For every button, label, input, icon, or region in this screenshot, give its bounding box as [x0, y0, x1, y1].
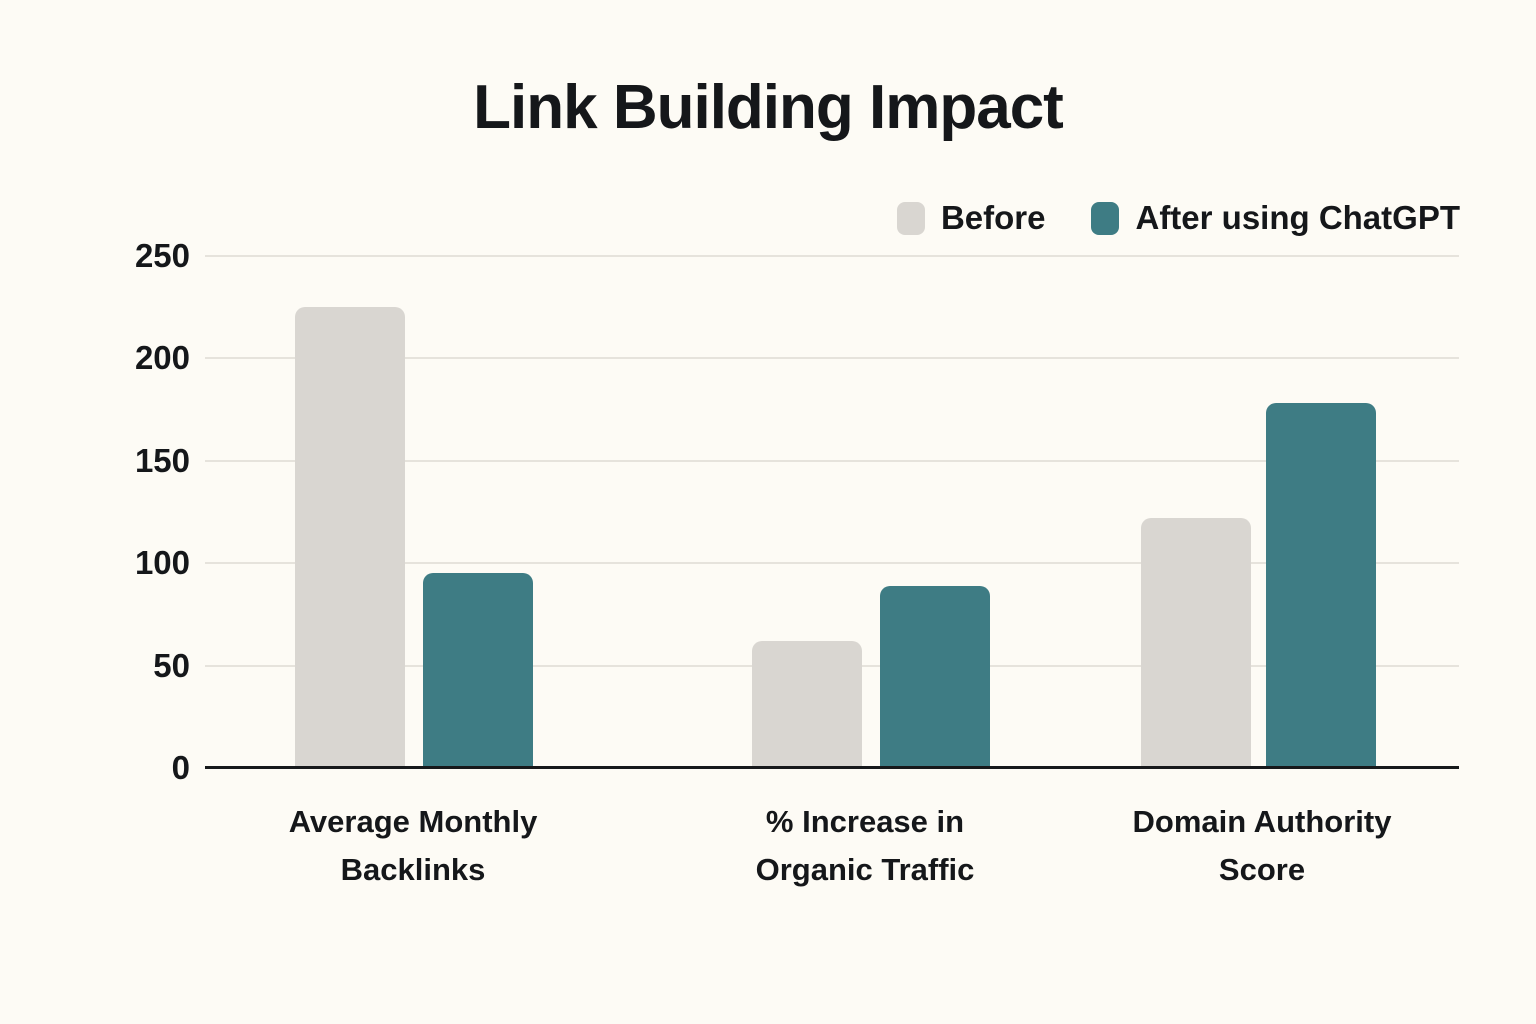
y-axis-tick-100: 100 — [134, 544, 190, 581]
legend-swatch-icon-before — [896, 201, 925, 235]
x-axis-label-average-monthly-backlinks: Average Monthly Backlinks — [288, 804, 538, 887]
gridline-100 — [205, 562, 1459, 564]
legend-label-before: Before — [940, 199, 1046, 236]
y-axis-tick-200: 200 — [134, 339, 190, 376]
bar-after-using-chatgpt-domain-authority-score — [1266, 403, 1376, 768]
x-axis-label-domain-authority-score: Domain Authority Score — [1132, 804, 1392, 887]
y-axis-tick-250: 250 — [134, 237, 190, 274]
gridline-150 — [205, 460, 1459, 462]
gridline-250 — [205, 255, 1459, 257]
legend-label-after-using-chatgpt: After using ChatGPT — [1135, 199, 1460, 236]
y-axis-tick-0: 0 — [171, 749, 190, 786]
legend-swatch-icon-after-using-chatgpt — [1091, 201, 1120, 235]
y-axis-tick-50: 50 — [153, 647, 190, 684]
bar-after-using-chatgpt-average-monthly-backlinks — [423, 573, 533, 768]
bar-before-domain-authority-score — [1141, 518, 1251, 768]
legend-item-after-using-chatgpt: After using ChatGPT — [1091, 198, 1460, 238]
legend: Before After using ChatGPT — [896, 198, 1460, 238]
y-axis-tick-150: 150 — [134, 442, 190, 479]
bar-before-average-monthly-backlinks — [295, 307, 405, 768]
x-axis-label-increase-in-organic-traffic: % Increase in Organic Traffic — [755, 804, 975, 887]
legend-item-before: Before — [896, 198, 1046, 238]
gridline-200 — [205, 357, 1459, 359]
chart-title: Link Building Impact — [473, 73, 1064, 142]
bar-after-using-chatgpt-increase-in-organic-traffic — [880, 586, 990, 768]
bar-before-increase-in-organic-traffic — [752, 641, 862, 768]
x-axis-line — [205, 766, 1459, 769]
